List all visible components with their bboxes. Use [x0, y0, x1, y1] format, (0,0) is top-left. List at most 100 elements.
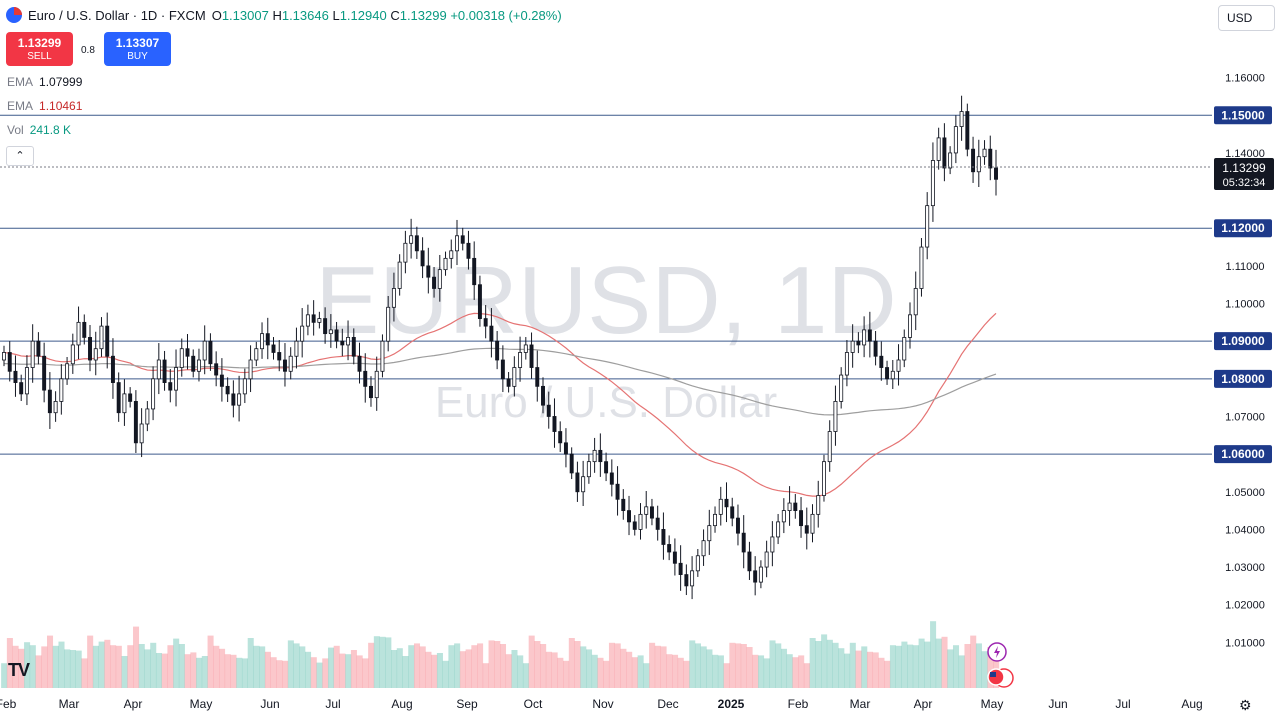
candle-body — [804, 525, 809, 534]
volume-bar — [98, 641, 105, 688]
price-tick-0: 1.16000 — [1225, 73, 1265, 85]
time-tick-12: Feb — [788, 697, 809, 711]
candle-body — [604, 461, 609, 474]
candle-body — [191, 355, 196, 372]
candle-body — [758, 566, 763, 583]
candle-body — [386, 306, 391, 342]
sell-button[interactable]: 1.13299 SELL — [6, 32, 73, 66]
volume-bar — [792, 657, 799, 688]
candle-body — [799, 510, 804, 527]
candle-body — [718, 498, 723, 515]
candle-body — [449, 250, 454, 259]
volume-bar — [121, 656, 128, 688]
time-axis[interactable]: Feb Mar Apr May Jun Jul Aug Sep Oct Nov Dec 2025 Feb… — [0, 697, 1203, 711]
indicator-ema-2[interactable]: EMA 1.10461 — [7, 99, 82, 113]
candle-body — [156, 359, 161, 380]
volume-bar — [24, 642, 31, 688]
volume-bar — [907, 644, 914, 688]
volume-bar — [941, 636, 948, 688]
volume-bar — [282, 660, 289, 688]
candle-body — [764, 551, 769, 568]
candle-body — [873, 340, 878, 357]
candle-body — [627, 510, 631, 523]
candle-body — [139, 423, 144, 444]
volume-bar — [580, 646, 587, 688]
candle-body — [879, 355, 884, 368]
volume-bar — [591, 654, 598, 688]
volume-bar — [1, 663, 8, 688]
candle-body — [781, 510, 786, 523]
candle-body — [374, 370, 379, 399]
candle-body — [397, 261, 402, 289]
volume-bar — [735, 643, 742, 688]
candle-body — [827, 431, 832, 463]
level-label-bg-2 — [1214, 332, 1272, 351]
candle-body — [357, 355, 362, 372]
candle-body — [982, 148, 987, 158]
volume-bar — [213, 645, 220, 688]
level-label-bg-1 — [1214, 219, 1272, 238]
indicator-ema-1[interactable]: EMA 1.07999 — [7, 75, 82, 89]
tradingview-logo[interactable]: TV — [8, 660, 30, 680]
volume-bar — [769, 640, 776, 688]
candle-body — [586, 461, 591, 478]
volume-bar — [803, 663, 810, 688]
indicator-name: Vol — [7, 123, 24, 137]
candle-body — [70, 344, 75, 365]
buy-price: 1.13307 — [115, 36, 160, 50]
change-value: +0.00318 (+0.28%) — [450, 7, 562, 23]
candle-body — [701, 540, 706, 557]
level-label-3: 1.08000 — [1221, 372, 1265, 386]
volume-bar — [729, 642, 736, 688]
candle-body — [678, 562, 683, 575]
volume-bar — [677, 657, 684, 688]
gear-icon[interactable]: ⚙ — [1239, 697, 1252, 713]
volume-bar — [758, 655, 765, 688]
candle-body — [890, 370, 895, 380]
volume-bar — [356, 655, 363, 688]
volume-bar — [436, 653, 443, 688]
time-tick-9: Nov — [592, 697, 613, 711]
volume-bar — [425, 651, 432, 688]
candle-body — [76, 321, 81, 346]
price-tick-4: 1.07000 — [1225, 411, 1265, 423]
symbol-title[interactable]: Euro / U.S. Dollar · 1D · FXCM — [28, 7, 206, 23]
candle-body — [42, 355, 47, 391]
candle-body — [844, 352, 849, 376]
event-icons[interactable] — [987, 642, 1014, 688]
volume-bar — [551, 652, 558, 688]
candle-body — [443, 257, 448, 271]
symbol-watermark: EURUSD, 1D Euro / U.S. Dollar — [315, 247, 896, 427]
volume-bar — [138, 644, 145, 688]
collapse-indicators-button[interactable]: ⌃ — [6, 146, 34, 166]
ohlc-values: O1.13007 H1.13646 L1.12940 C1.13299 +0.0… — [212, 8, 562, 23]
volume-bar — [694, 643, 701, 688]
candle-body — [839, 374, 844, 402]
volume-bar — [746, 647, 753, 688]
candle-body — [323, 318, 328, 335]
candle-body — [99, 325, 104, 350]
volume-bar — [190, 652, 197, 688]
volume-bar — [614, 643, 621, 688]
volume-bar — [878, 657, 885, 688]
candle-body — [271, 344, 276, 353]
price-axis[interactable]: 1.16000 1.14000 1.11000 1.10000 1.07000 1.050… — [1225, 73, 1265, 650]
buy-button[interactable]: 1.13307 BUY — [104, 32, 171, 66]
volume-bar — [87, 635, 94, 688]
volume-bar — [477, 643, 484, 688]
volume-bar — [706, 649, 713, 688]
candle-body — [455, 235, 459, 252]
indicator-value: 1.07999 — [39, 75, 83, 89]
volume-bar — [752, 654, 759, 688]
us-flag-canton-icon — [990, 672, 996, 677]
price-tick-8: 1.02000 — [1225, 600, 1265, 612]
volume-bar — [81, 658, 88, 688]
watermark-main: EURUSD, 1D — [315, 247, 896, 354]
time-tick-10: Dec — [657, 697, 678, 711]
indicator-volume[interactable]: Vol 241.8 K — [7, 123, 71, 137]
ema-lines — [3, 312, 997, 497]
candle-body — [988, 148, 993, 169]
currency-select[interactable]: USD — [1218, 5, 1275, 31]
time-tick-18: Aug — [1181, 697, 1202, 711]
